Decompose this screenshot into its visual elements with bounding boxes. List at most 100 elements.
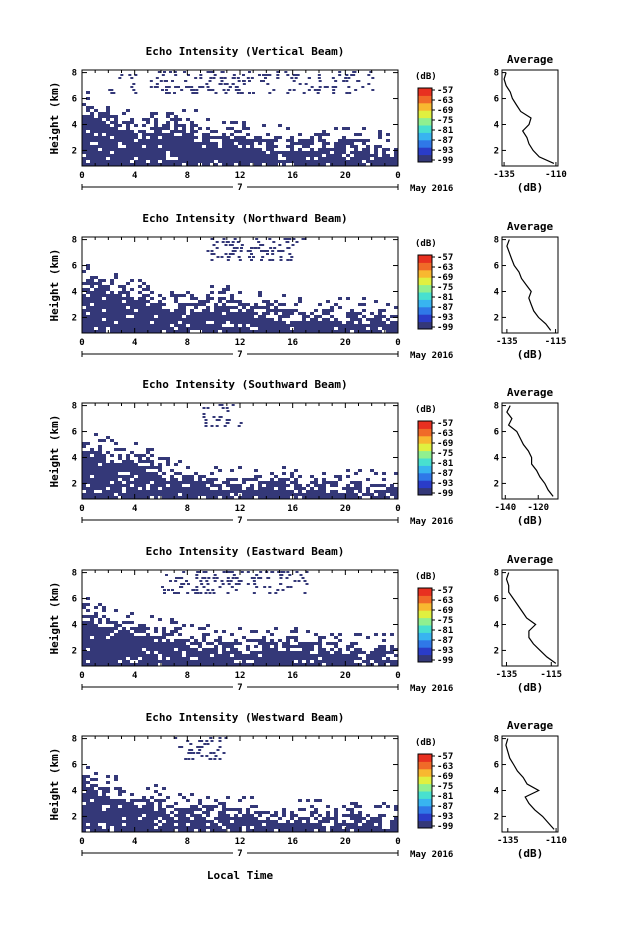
echo-cell <box>142 654 146 657</box>
echo-cell <box>174 490 178 493</box>
echo-cell <box>250 484 254 487</box>
echo-cell <box>178 490 182 493</box>
echo-cell <box>326 642 330 645</box>
echo-cell <box>282 490 286 493</box>
echo-cell <box>238 642 242 645</box>
echo-cell <box>86 793 90 796</box>
echo-cell <box>86 139 90 142</box>
echo-cell <box>322 309 326 312</box>
echo-cell <box>190 654 194 657</box>
echo-cell <box>153 86 157 88</box>
echo-cell <box>306 493 310 496</box>
echo-cell <box>202 627 206 630</box>
echo-cell <box>202 636 206 639</box>
echo-cell <box>154 133 158 136</box>
echo-cell <box>155 86 159 88</box>
echo-cell <box>128 74 132 76</box>
echo-cell <box>162 318 166 321</box>
echo-cell <box>182 478 186 481</box>
echo-cell <box>278 321 282 324</box>
echo-cell <box>334 475 338 478</box>
echo-cell <box>286 826 290 829</box>
echo-cell <box>198 820 202 823</box>
echo-cell <box>154 660 158 663</box>
echo-cell <box>154 627 158 630</box>
echo-cell <box>90 621 94 624</box>
echo-cell <box>210 493 214 496</box>
echo-cell <box>292 89 296 91</box>
echo-cell <box>202 157 206 160</box>
echo-cell <box>234 148 238 151</box>
echo-cell <box>142 309 146 312</box>
echo-cell <box>286 636 290 639</box>
echo-cell <box>286 145 290 148</box>
echo-cell <box>174 130 178 133</box>
echo-cell <box>338 157 342 160</box>
echo-cell <box>98 139 102 142</box>
echo-cell <box>354 133 358 136</box>
echo-cell <box>298 321 302 324</box>
echo-cell <box>238 484 242 487</box>
echo-cell <box>354 817 358 820</box>
echo-cell <box>178 142 182 145</box>
echo-cell <box>86 300 90 303</box>
echo-cell <box>130 130 134 133</box>
echo-cell <box>212 577 216 579</box>
echo-cell <box>317 74 321 76</box>
echo-cell <box>158 811 162 814</box>
echo-cell <box>86 466 90 469</box>
echo-cell <box>154 811 158 814</box>
echo-cell <box>374 315 378 318</box>
echo-cell <box>122 493 126 496</box>
echo-cell <box>158 163 162 166</box>
echo-cell <box>310 136 314 139</box>
echo-cell <box>262 660 266 663</box>
echo-cell <box>138 660 142 663</box>
echo-cell <box>358 157 362 160</box>
echo-cell <box>86 657 90 660</box>
echo-cell <box>106 312 110 315</box>
echo-cell <box>150 663 154 666</box>
echo-cell <box>158 802 162 805</box>
echo-cell <box>146 805 150 808</box>
echo-cell <box>166 460 170 463</box>
echo-cell <box>166 318 170 321</box>
echo-cell <box>158 648 162 651</box>
echo-cell <box>366 154 370 157</box>
colorbar-tick-label: -75 <box>437 116 453 126</box>
x-tick-label: 0 <box>79 171 84 181</box>
echo-cell <box>314 826 318 829</box>
echo-cell <box>286 571 290 573</box>
echo-cell <box>262 139 266 142</box>
echo-cell <box>222 493 226 496</box>
echo-cell <box>298 297 302 300</box>
echo-cell <box>358 487 362 490</box>
echo-cell <box>114 309 118 312</box>
echo-cell <box>342 145 346 148</box>
echo-cell <box>114 627 118 630</box>
echo-cell <box>218 820 222 823</box>
echo-cell <box>98 439 102 442</box>
echo-cell <box>202 829 206 832</box>
echo-cell <box>146 306 150 309</box>
echo-cell <box>250 318 254 321</box>
echo-cell <box>190 805 194 808</box>
echo-cell <box>170 651 174 654</box>
echo-cell <box>258 321 262 324</box>
echo-cell <box>202 648 206 651</box>
echo-cell <box>213 74 217 76</box>
echo-cell <box>150 115 154 118</box>
echo-cell <box>198 142 202 145</box>
echo-cell <box>346 321 350 324</box>
echo-cell <box>334 660 338 663</box>
echo-cell <box>86 597 90 600</box>
echo-cell <box>182 139 186 142</box>
echo-cell <box>194 487 198 490</box>
echo-cell <box>90 829 94 832</box>
echo-cell <box>318 820 322 823</box>
echo-cell <box>208 89 212 91</box>
echo-cell <box>294 469 298 472</box>
echo-cell <box>394 151 398 154</box>
echo-cell <box>221 241 225 243</box>
echo-cell <box>279 577 283 579</box>
